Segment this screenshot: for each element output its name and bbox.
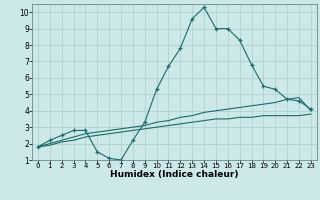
- X-axis label: Humidex (Indice chaleur): Humidex (Indice chaleur): [110, 170, 239, 179]
